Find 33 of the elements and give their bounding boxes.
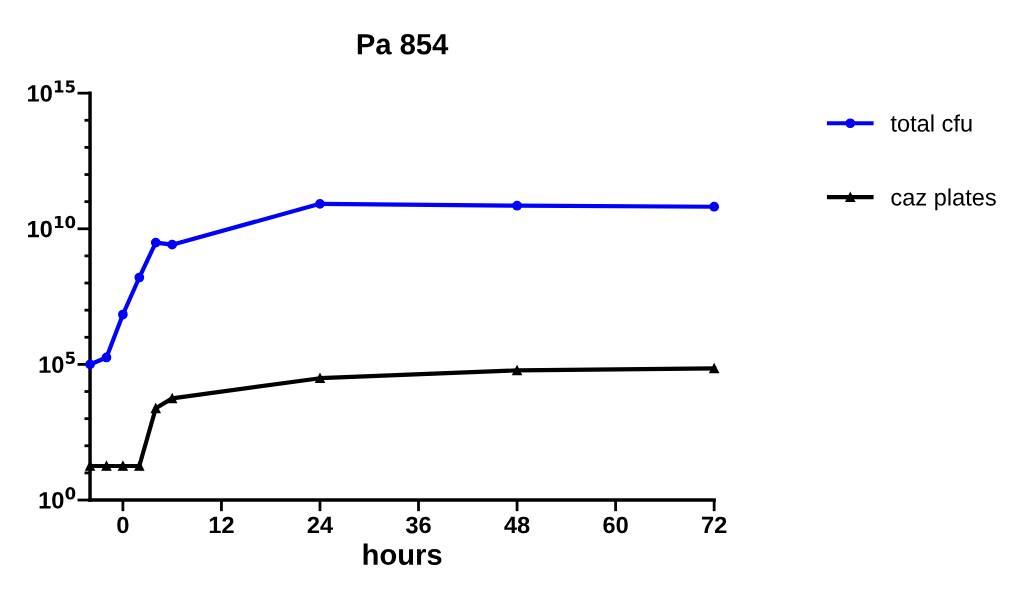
x-axis-title: hours bbox=[363, 543, 442, 565]
point bbox=[315, 373, 325, 384]
chart-title: Pa 854 bbox=[357, 33, 449, 55]
y-tick-label: 10$^{10}$ bbox=[28, 215, 76, 238]
y-tick-label: 10$^{15}$ bbox=[28, 80, 75, 102]
point bbox=[150, 237, 161, 248]
y-tick-label: 10$^{0}$ bbox=[39, 487, 76, 509]
point bbox=[85, 359, 95, 370]
point bbox=[709, 201, 720, 212]
x-tick-label: 0 bbox=[117, 516, 129, 534]
x-tick-label: 36 bbox=[405, 516, 431, 534]
x-tick-label: 72 bbox=[702, 516, 727, 534]
y-tick-label: 10$^{5}$ bbox=[39, 351, 75, 374]
legend-label: caz plates bbox=[891, 188, 996, 211]
point bbox=[134, 272, 145, 283]
point bbox=[134, 461, 145, 471]
legend-label: total cfu bbox=[890, 114, 972, 132]
point bbox=[512, 365, 522, 376]
point bbox=[709, 363, 720, 374]
point bbox=[118, 461, 128, 471]
x-tick-label: 48 bbox=[504, 516, 530, 534]
point bbox=[101, 352, 112, 363]
point bbox=[101, 461, 112, 471]
x-tick-label: 12 bbox=[209, 516, 234, 534]
point bbox=[150, 403, 161, 414]
point bbox=[85, 461, 95, 471]
point bbox=[167, 239, 178, 250]
x-tick-label: 24 bbox=[307, 516, 333, 534]
point bbox=[167, 393, 178, 404]
point bbox=[512, 200, 522, 211]
point bbox=[315, 198, 325, 209]
point bbox=[118, 309, 128, 320]
x-tick-label: 60 bbox=[603, 516, 628, 534]
